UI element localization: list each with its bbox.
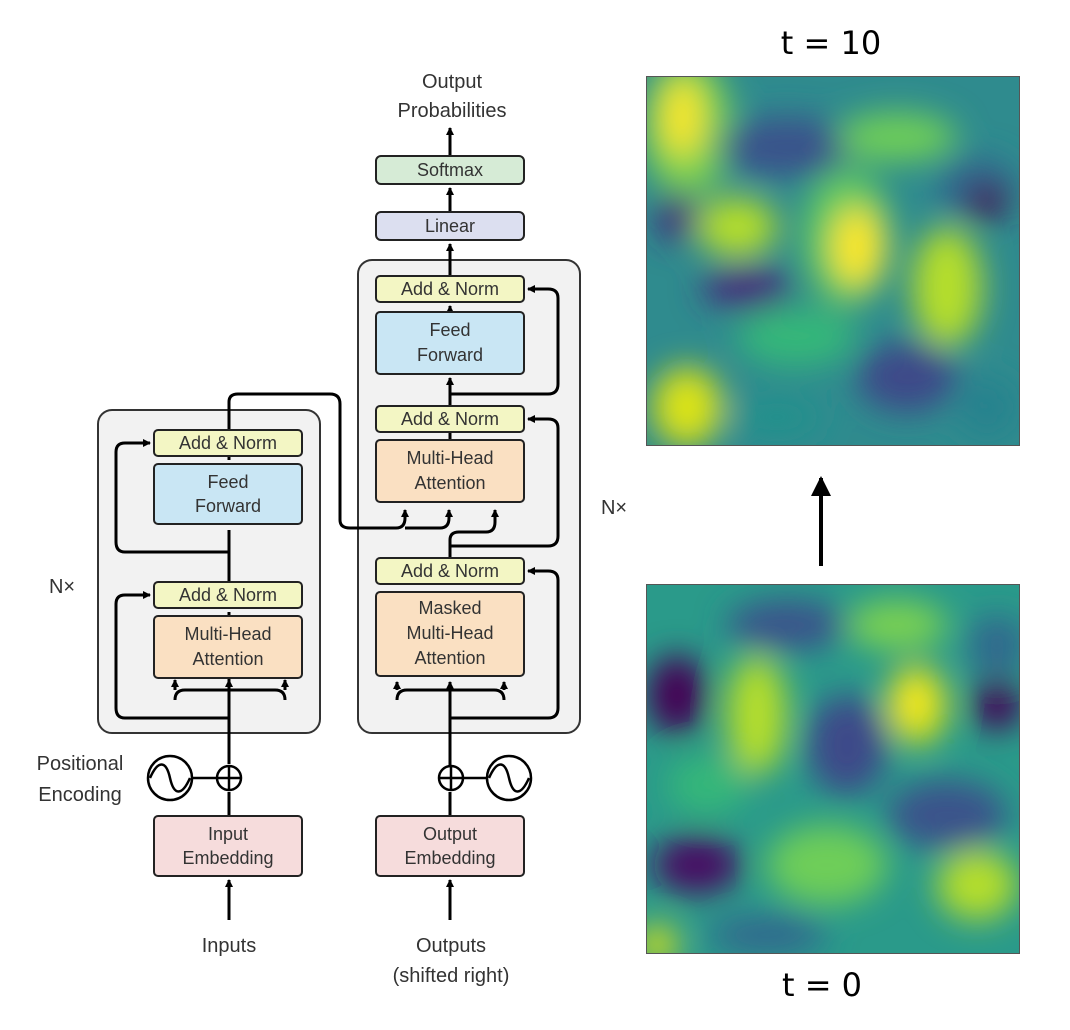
decoder-add-norm-bottom: Add & Norm (375, 557, 525, 585)
decoder-masked-line1: Masked (418, 598, 481, 618)
encoder-add-norm-bottom: Add & Norm (153, 581, 303, 609)
encoder-attn-line2: Attention (192, 649, 263, 669)
decoder-masked-line3: Attention (414, 648, 485, 668)
heatmap-t10 (646, 76, 1020, 446)
encoder-attn-line1: Multi-Head (184, 624, 271, 644)
decoder-masked-line2: Multi-Head (406, 623, 493, 643)
decoder-add-norm-bottom-label: Add & Norm (401, 561, 499, 581)
output-embedding-block: Output Embedding (375, 815, 525, 877)
panel-top-label: t = 10 (780, 24, 882, 62)
encoder-feed-forward: Feed Forward (153, 463, 303, 525)
inputs-label: Inputs (202, 935, 256, 957)
linear-label: Linear (425, 216, 475, 236)
panel-bottom-label: t = 0 (781, 966, 863, 1004)
decoder-add-norm-top-label: Add & Norm (401, 279, 499, 299)
decoder-positional-encoding (437, 754, 533, 802)
encoder-attention: Multi-Head Attention (153, 615, 303, 679)
heatmap-t0 (646, 584, 1020, 954)
encoder-ff-line1: Feed (207, 472, 248, 492)
input-embedding-line2: Embedding (182, 848, 273, 868)
positional-encoding-line1: Positional (37, 753, 124, 775)
encoder-ff-line2: Forward (195, 496, 261, 516)
output-probabilities-line1: Output (422, 71, 482, 93)
outputs-label-line2: (shifted right) (393, 965, 510, 987)
input-embedding-block: Input Embedding (153, 815, 303, 877)
encoder-positional-encoding (146, 754, 243, 802)
input-embedding-line1: Input (208, 824, 248, 844)
decoder-add-norm-mid: Add & Norm (375, 405, 525, 433)
decoder-n-label: N× (601, 497, 627, 519)
output-embedding-line1: Output (423, 824, 477, 844)
decoder-add-norm-mid-label: Add & Norm (401, 409, 499, 429)
encoder-block (97, 409, 321, 734)
positional-encoding-line2: Encoding (38, 784, 121, 806)
decoder-connectors (393, 127, 560, 920)
encoder-n-label: N× (49, 576, 75, 598)
decoder-cross-attn-line1: Multi-Head (406, 448, 493, 468)
decoder-masked-attention: Masked Multi-Head Attention (375, 591, 525, 677)
linear-block: Linear (375, 211, 525, 241)
output-probabilities-line2: Probabilities (398, 100, 507, 122)
decoder-cross-attn-line2: Attention (414, 473, 485, 493)
softmax-label: Softmax (417, 160, 483, 180)
encoder-add-norm-bottom-label: Add & Norm (179, 585, 277, 605)
decoder-cross-attention: Multi-Head Attention (375, 439, 525, 503)
decoder-feed-forward: Feed Forward (375, 311, 525, 375)
encoder-add-norm-top: Add & Norm (153, 429, 303, 457)
decoder-add-norm-top: Add & Norm (375, 275, 525, 303)
decoder-ff-line1: Feed (429, 320, 470, 340)
encoder-add-norm-top-label: Add & Norm (179, 433, 277, 453)
output-embedding-line2: Embedding (404, 848, 495, 868)
decoder-ff-line2: Forward (417, 345, 483, 365)
outputs-label-line1: Outputs (416, 935, 486, 957)
softmax-block: Softmax (375, 155, 525, 185)
